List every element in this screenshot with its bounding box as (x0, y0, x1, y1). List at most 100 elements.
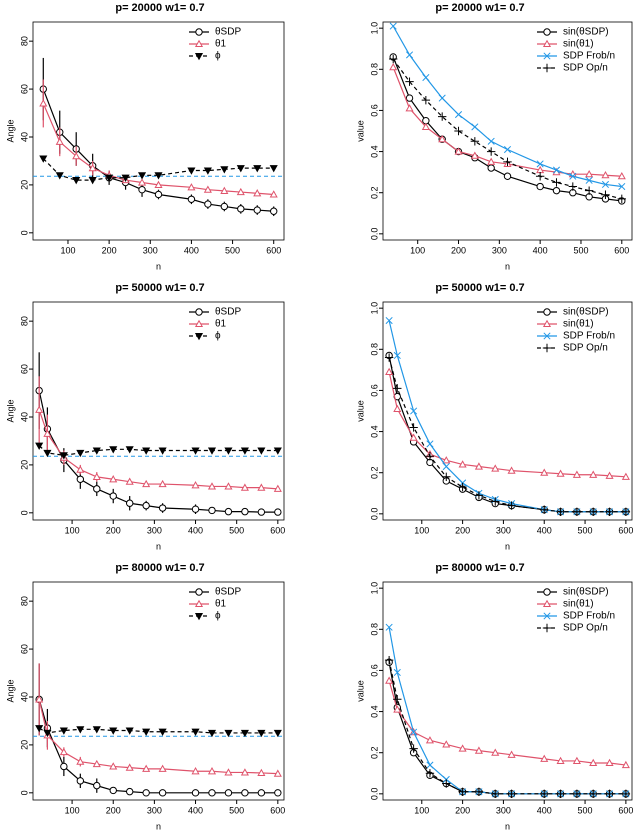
panel-title: p= 80000 w1= 0.7 (435, 562, 524, 574)
data-point (55, 172, 64, 180)
series-line (38, 390, 278, 513)
x-axis-label: n (505, 821, 510, 831)
data-point (618, 182, 626, 191)
legend-label: θ1 (215, 599, 227, 610)
data-point (572, 789, 582, 799)
plot-frame (382, 21, 633, 241)
plot-frame (382, 581, 633, 801)
data-point (257, 789, 266, 797)
data-point (389, 54, 398, 64)
series-line (388, 680, 626, 766)
y-tick-label: 40 (19, 412, 29, 422)
data-point (187, 195, 196, 203)
data-point (556, 469, 565, 477)
y-tick-label: 40 (19, 692, 29, 702)
data-point (617, 172, 626, 180)
data-point (393, 668, 401, 677)
data-point (253, 165, 262, 173)
data-point (236, 187, 245, 196)
data-point (425, 769, 435, 778)
data-point (426, 761, 434, 769)
data-point (422, 117, 430, 125)
x-tick-label: 300 (147, 805, 162, 815)
data-point (191, 767, 200, 775)
legend-label: sin(θSDP) (563, 27, 609, 38)
legend-label: SDP Frob/n (563, 51, 615, 62)
data-point (384, 655, 394, 665)
x-tick-label: 600 (270, 805, 285, 815)
legend-marker (195, 588, 203, 596)
data-point (240, 483, 249, 491)
data-point (442, 456, 451, 464)
y-tick-label: 0.8 (369, 63, 379, 76)
data-point (535, 172, 545, 181)
data-point (137, 178, 147, 186)
data-point (487, 137, 495, 145)
data-point (393, 351, 401, 360)
data-point (405, 51, 414, 59)
legend-marker (542, 623, 552, 633)
x-tick-label: 600 (270, 525, 285, 535)
legend-label: SDP Frob/n (563, 331, 615, 342)
data-point (109, 727, 118, 735)
data-point (568, 182, 578, 191)
y-tick-label: 20 (19, 180, 29, 190)
data-point (486, 147, 496, 156)
data-point (257, 483, 266, 491)
data-point (507, 750, 516, 758)
data-point (503, 157, 512, 167)
data-point (240, 729, 249, 738)
data-point (585, 176, 593, 184)
data-point (158, 504, 167, 512)
data-point (109, 475, 118, 483)
series-line (388, 357, 626, 513)
y-tick-label: 80 (19, 596, 29, 606)
data-point (274, 508, 282, 516)
legend-label: θ1 (215, 39, 227, 50)
data-point (207, 767, 217, 775)
data-point (491, 748, 500, 756)
data-point (237, 205, 245, 213)
data-point (474, 491, 484, 500)
data-point (621, 507, 631, 516)
y-tick-label: 20 (19, 460, 29, 470)
y-tick-label: 80 (19, 316, 29, 326)
data-point (109, 762, 118, 770)
legend-label: SDP Op/n (563, 343, 608, 354)
x-tick-label: 600 (618, 805, 633, 815)
data-point (605, 758, 614, 767)
data-point (154, 180, 163, 188)
legend-label: sin(θ1) (563, 599, 594, 610)
y-tick-label: 1.0 (369, 302, 379, 315)
data-point (35, 442, 44, 450)
legend-label: θSDP (215, 27, 241, 38)
data-point (572, 507, 582, 516)
data-point (507, 789, 516, 799)
series-line (42, 158, 274, 181)
data-point (257, 768, 266, 776)
y-tick-label: 0.6 (369, 664, 379, 677)
data-point (589, 507, 598, 516)
data-point (442, 472, 451, 482)
legend-marker (542, 319, 552, 328)
legend-marker (543, 28, 551, 36)
x-tick-label: 300 (496, 525, 511, 535)
data-point (220, 186, 229, 194)
data-point (393, 404, 402, 413)
data-point (88, 163, 97, 172)
series-line (38, 699, 278, 794)
x-tick-label: 400 (184, 245, 199, 255)
data-point (540, 505, 549, 514)
series-line (392, 58, 622, 200)
legend-marker (543, 52, 551, 60)
data-point (601, 180, 610, 189)
x-tick-label: 200 (106, 805, 121, 815)
data-point (125, 763, 134, 771)
legend-marker (542, 63, 552, 73)
data-point (585, 193, 593, 201)
data-point (572, 756, 581, 764)
data-point (125, 446, 134, 454)
data-point (240, 447, 249, 455)
data-point (621, 760, 630, 769)
